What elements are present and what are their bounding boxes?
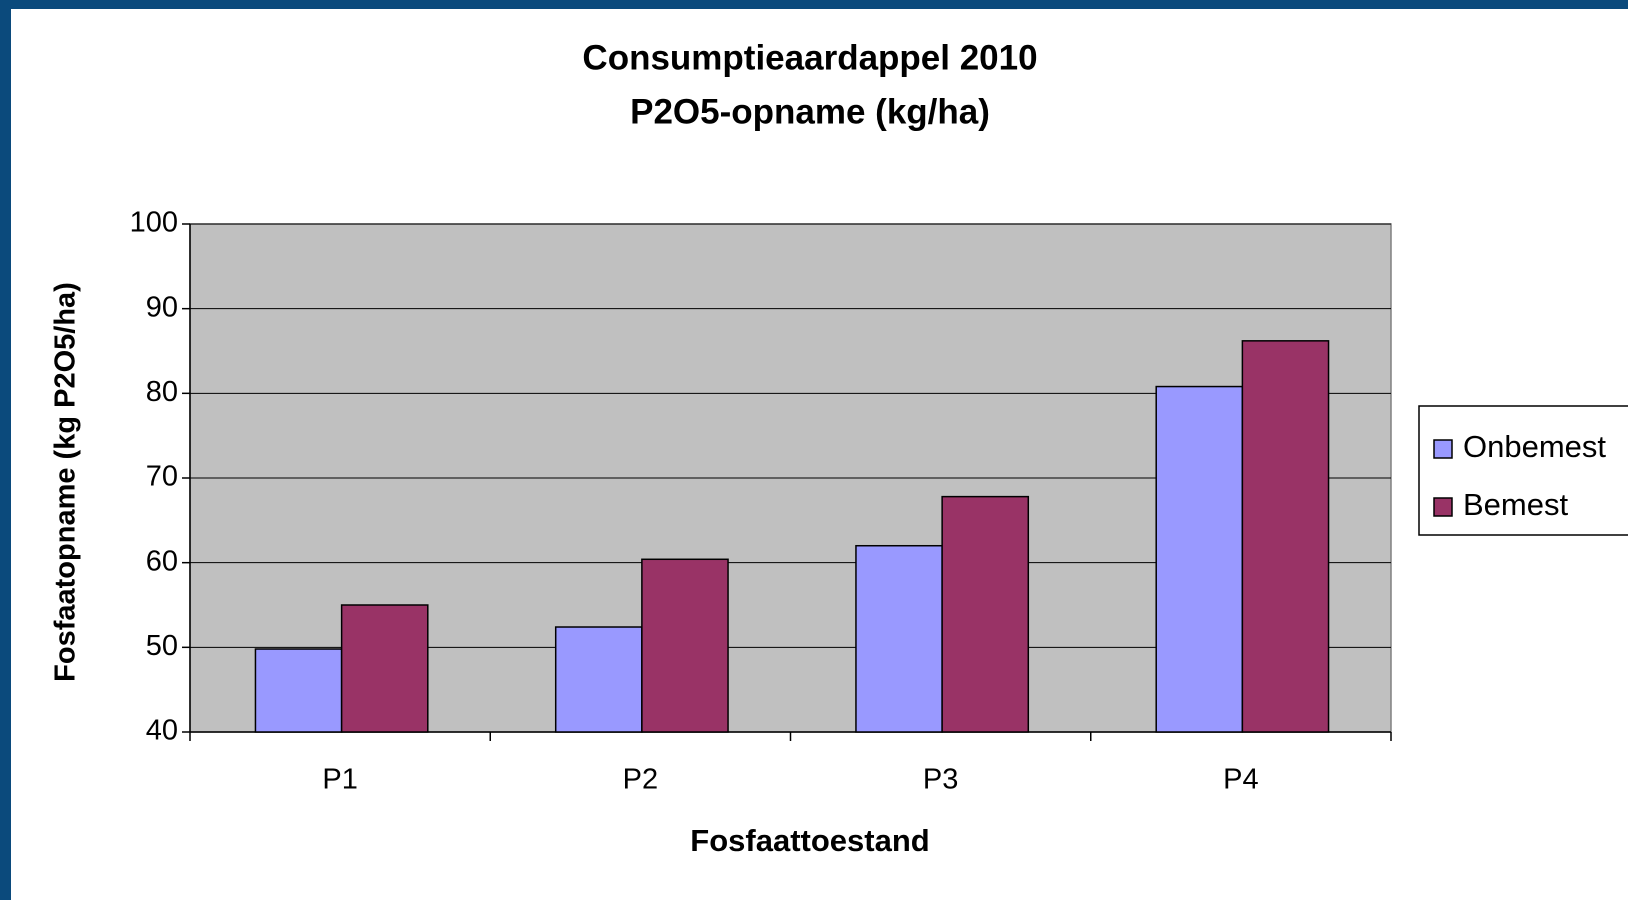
legend-box (1418, 405, 1628, 536)
x-tick-label: P4 (1223, 764, 1258, 796)
chart-subtitle: P2O5-opname (kg/ha) (630, 92, 990, 131)
x-tick-label: P3 (923, 764, 958, 796)
legend-swatch (1433, 497, 1453, 517)
y-tick-label: 50 (146, 630, 178, 662)
bar (554, 626, 643, 733)
y-tick-label: 100 (130, 207, 178, 239)
bar (855, 544, 943, 733)
bar (941, 495, 1030, 733)
y-tick-label: 80 (146, 376, 178, 408)
x-axis-label: Fosfaattoestand (690, 823, 929, 858)
bar (340, 604, 429, 733)
y-tick-label: 60 (146, 545, 178, 577)
y-tick-label: 70 (146, 461, 178, 493)
legend-swatch (1433, 439, 1453, 459)
bar (641, 558, 729, 733)
bar (1241, 340, 1330, 733)
y-tick-label: 90 (146, 291, 178, 323)
legend-label: Bemest (1463, 487, 1568, 522)
bar (1155, 385, 1244, 733)
x-tick-label: P1 (322, 764, 357, 796)
y-tick-label: 40 (146, 715, 178, 747)
chart-title: Consumptieaardappel 2010 (582, 38, 1037, 77)
y-axis-label: Fosfaatopname (kg P2O5/ha) (50, 282, 82, 682)
bar (254, 648, 343, 733)
x-tick-label: P2 (623, 764, 658, 796)
legend-label: Onbemest (1463, 429, 1606, 464)
